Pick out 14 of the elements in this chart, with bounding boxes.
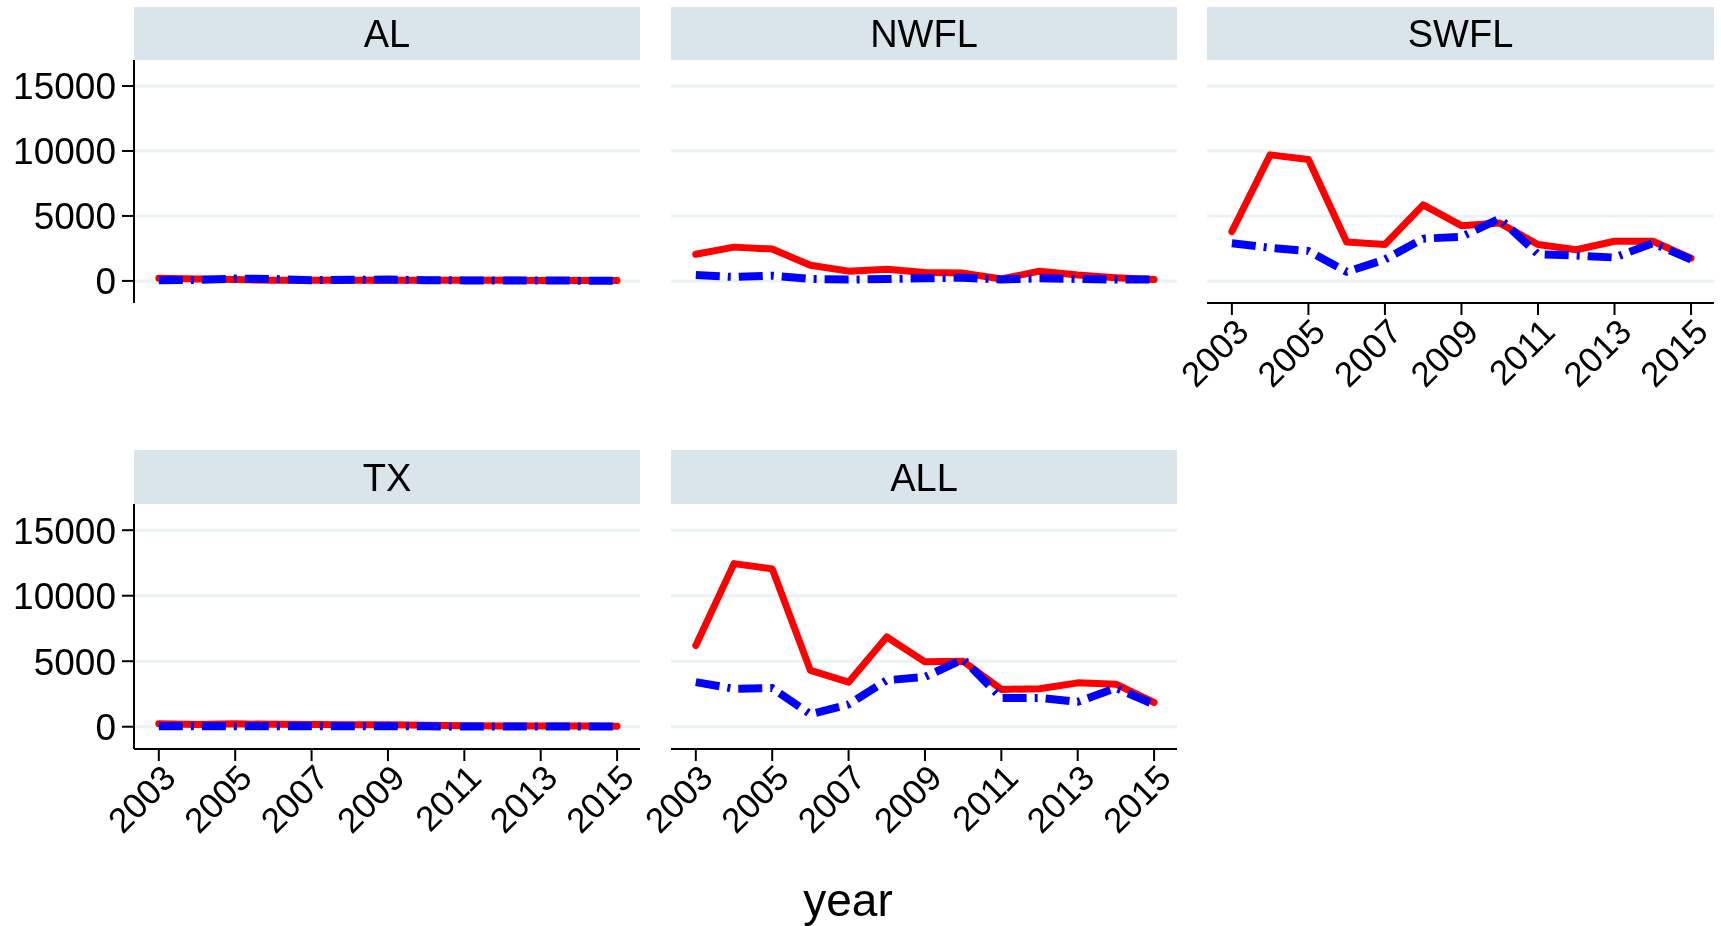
y-tick-label: 10000 (13, 131, 116, 173)
y-tick-label: 15000 (13, 510, 116, 552)
y-tick-label: 10000 (13, 576, 116, 618)
chart-title: TX (362, 456, 412, 499)
y-tick-label: 5000 (33, 641, 116, 683)
x-axis-title: year (803, 874, 893, 926)
y-tick-label: 0 (95, 261, 116, 303)
y-tick-label: 5000 (33, 196, 116, 238)
chart-title: SWFL (1407, 13, 1514, 56)
y-tick-label: 0 (95, 707, 116, 749)
chart-title: AL (363, 13, 411, 56)
y-tick-label: 15000 (13, 66, 116, 108)
chart-title: ALL (890, 456, 958, 499)
chart-title: NWFL (870, 13, 978, 56)
